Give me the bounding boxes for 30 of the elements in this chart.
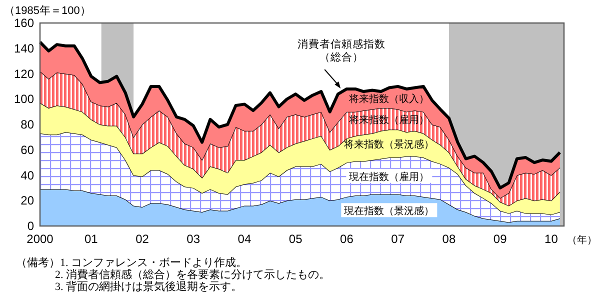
series-label: 将来指数（景況感） [343, 138, 434, 151]
x-tick-label: 07 [391, 232, 405, 246]
x-tick-label: 09 [493, 232, 508, 246]
y-tick-label: 60 [20, 142, 34, 157]
x-tick-label: 08 [442, 232, 456, 246]
x-tick-label: 2000 [26, 232, 54, 246]
text: 2. 消費者信頼感（総合）を各要素に分けて示したもの。 [55, 268, 330, 281]
y-axis-title: （1985年＝100） [4, 5, 91, 17]
x-tick-label: 10 [544, 232, 558, 246]
x-tick-label: 04 [238, 232, 252, 246]
series-label: 将来指数（収入） [348, 92, 430, 105]
y-tick-label: 120 [14, 66, 34, 81]
text: 3. 背面の網掛けは景気後退期を示す。 [55, 280, 242, 293]
y-tick-label: 80 [20, 118, 34, 132]
y-tick-label: 20 [20, 194, 34, 208]
annotation: 消費者信頼感指数（総合） [298, 38, 386, 64]
y-tick-label: 40 [20, 168, 34, 182]
y-tick-label: 0 [27, 219, 34, 233]
series-label: 現在指数（雇用） [349, 170, 430, 183]
y-tick-label: 140 [14, 41, 34, 56]
series-label: 現在指数（景況感） [344, 205, 434, 218]
x-tick-label: 05 [288, 232, 303, 246]
x-tick-label: 01 [84, 232, 98, 246]
y-tick-label: 160 [14, 16, 34, 30]
y-tick-label: 100 [14, 92, 34, 106]
x-tick-label: 03 [186, 232, 200, 246]
text: （備考）1. コンファレンス・ボードより作成。 [16, 256, 247, 269]
x-tick-label: 02 [136, 232, 150, 246]
x-tick-label: 06 [340, 232, 354, 246]
x-axis-title: （年） [567, 234, 597, 246]
